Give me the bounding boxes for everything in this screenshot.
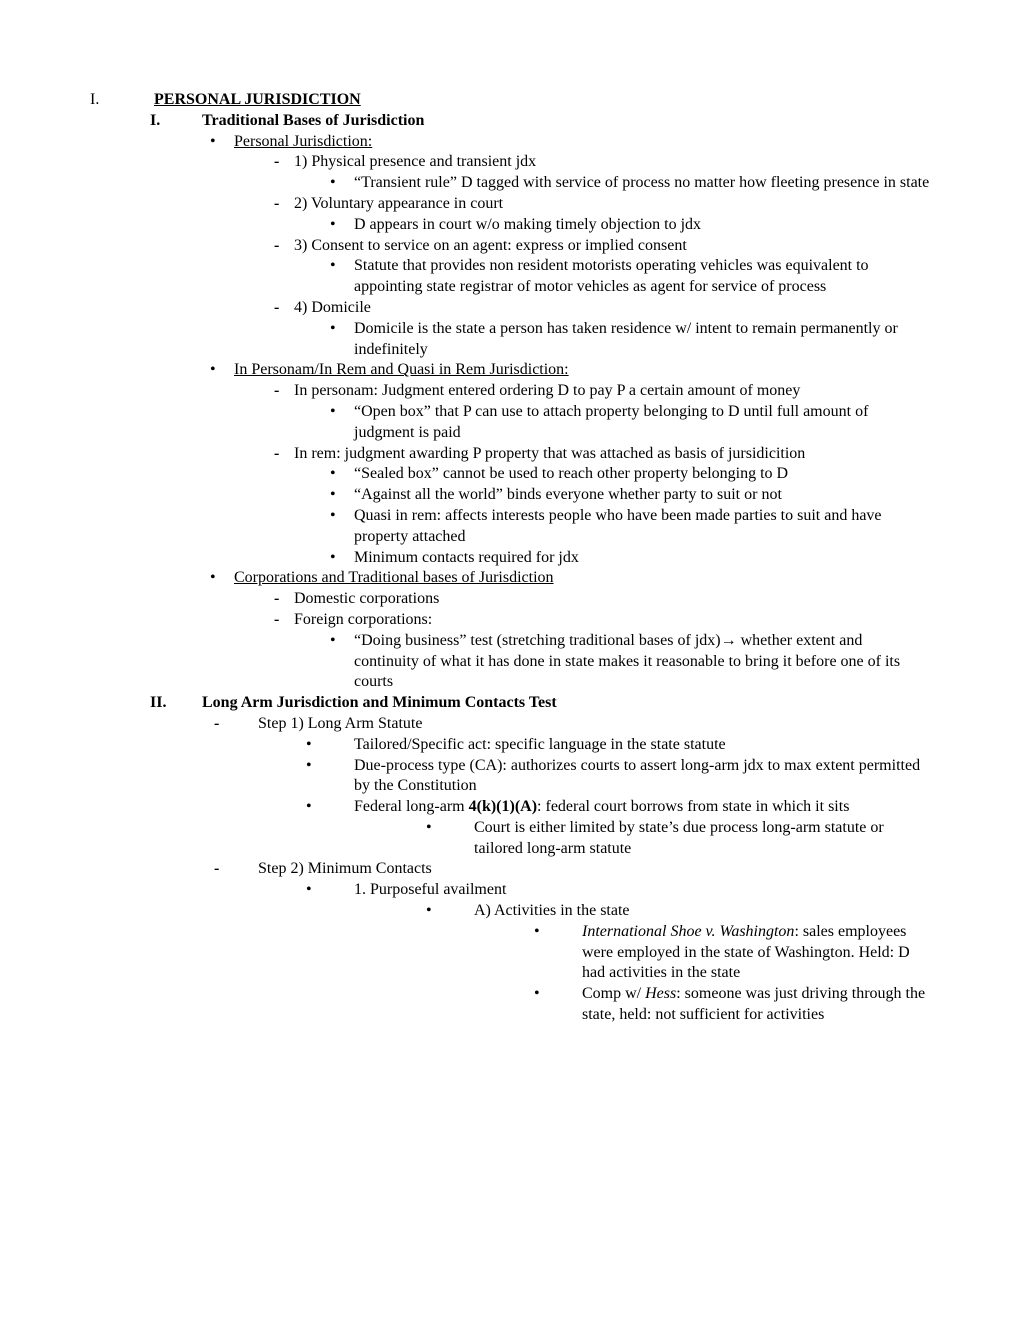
- bullet: Tailored/Specific act: specific language…: [294, 735, 930, 756]
- sub-list: “Transient rule” D tagged with service o…: [318, 173, 930, 194]
- case-2-prefix: Comp w/: [582, 985, 645, 1002]
- dash-item: 4) Domicile Domicile is the state a pers…: [270, 298, 930, 360]
- dash-item: Domestic corporations: [270, 589, 930, 610]
- federal-bold: 4(k)(1)(A): [469, 798, 537, 815]
- sub-item: Statute that provides non resident motor…: [318, 256, 930, 298]
- dash-text: In personam: Judgment entered ordering D…: [294, 382, 800, 399]
- dash-item: Foreign corporations: “Doing business” t…: [270, 610, 930, 693]
- subsection-1-number: I.: [150, 111, 198, 132]
- federal-prefix: Federal long-arm: [354, 798, 469, 815]
- section-title: PERSONAL JURISDICTION: [154, 91, 361, 108]
- activities-text: A) Activities in the state: [474, 902, 630, 919]
- sub-item: “Open box” that P can use to attach prop…: [318, 402, 930, 444]
- subsection-2-number: II.: [150, 693, 198, 714]
- topic-in-personam: In Personam/In Rem and Quasi in Rem Juri…: [198, 360, 930, 568]
- dash-item: 2) Voluntary appearance in court D appea…: [270, 194, 930, 236]
- topic-label: Personal Jurisdiction:: [234, 133, 372, 150]
- step-1-bullets: Tailored/Specific act: specific language…: [294, 735, 930, 860]
- dash-text: In rem: judgment awarding P property tha…: [294, 445, 805, 462]
- dash-item: 3) Consent to service on an agent: expre…: [270, 236, 930, 298]
- subsection-2-header: II. Long Arm Jurisdiction and Minimum Co…: [150, 693, 930, 714]
- dash-item: In personam: Judgment entered ordering D…: [270, 381, 930, 443]
- dash-list: 1) Physical presence and transient jdx “…: [270, 152, 930, 360]
- dash-text: 1) Physical presence and transient jdx: [294, 153, 536, 170]
- dash-text: Foreign corporations:: [294, 611, 432, 628]
- case-1-name: International Shoe v. Washington: [582, 923, 794, 940]
- sub-list: D appears in court w/o making timely obj…: [318, 215, 930, 236]
- topic-corporations: Corporations and Traditional bases of Ju…: [198, 568, 930, 693]
- dash-item: 1) Physical presence and transient jdx “…: [270, 152, 930, 194]
- dash-text: 2) Voluntary appearance in court: [294, 195, 503, 212]
- topic-personal-jurisdiction: Personal Jurisdiction: 1) Physical prese…: [198, 132, 930, 361]
- section-number: I.: [90, 90, 150, 111]
- outline-content: I. PERSONAL JURISDICTION I. Traditional …: [90, 90, 930, 1026]
- purposeful-availment: 1. Purposeful availment A) Activities in…: [294, 880, 930, 1026]
- step-2-bullets: 1. Purposeful availment A) Activities in…: [294, 880, 930, 1026]
- dash-text: 3) Consent to service on an agent: expre…: [294, 237, 687, 254]
- subsection-2: II. Long Arm Jurisdiction and Minimum Co…: [150, 693, 930, 1026]
- sub-item: Quasi in rem: affects interests people w…: [318, 506, 930, 548]
- subsection-1-header: I. Traditional Bases of Jurisdiction: [150, 111, 930, 132]
- case-2: Comp w/ Hess: someone was just driving t…: [522, 984, 930, 1026]
- case-1: International Shoe v. Washington: sales …: [522, 922, 930, 984]
- sub-item: “Transient rule” D tagged with service o…: [318, 173, 930, 194]
- federal-sub: Court is either limited by state’s due p…: [414, 818, 930, 860]
- sub-item: Domicile is the state a person has taken…: [318, 319, 930, 361]
- sub-item: “Doing business” test (stretching tradit…: [318, 631, 930, 693]
- section-header: I. PERSONAL JURISDICTION: [90, 90, 930, 111]
- pa-text: 1. Purposeful availment: [354, 881, 506, 898]
- bullet-federal: Federal long-arm 4(k)(1)(A): federal cou…: [294, 797, 930, 859]
- dash-list: Domestic corporations Foreign corporatio…: [270, 589, 930, 693]
- case-2-name: Hess: [645, 985, 676, 1002]
- pa-sub-list: A) Activities in the state International…: [414, 901, 930, 1026]
- step-2-text: Step 2) Minimum Contacts: [258, 860, 432, 877]
- subsection-1-title: Traditional Bases of Jurisdiction: [202, 112, 424, 129]
- topic-list: Personal Jurisdiction: 1) Physical prese…: [198, 132, 930, 694]
- sub-item: “Against all the world” binds everyone w…: [318, 485, 930, 506]
- step-1: Step 1) Long Arm Statute Tailored/Specif…: [210, 714, 930, 860]
- subsection-2-title: Long Arm Jurisdiction and Minimum Contac…: [202, 694, 557, 711]
- step-2: Step 2) Minimum Contacts 1. Purposeful a…: [210, 859, 930, 1025]
- topic-label: In Personam/In Rem and Quasi in Rem Juri…: [234, 361, 569, 378]
- sub-item: “Sealed box” cannot be used to reach oth…: [318, 464, 930, 485]
- dash-list: In personam: Judgment entered ordering D…: [270, 381, 930, 568]
- federal-sub-list: Court is either limited by state’s due p…: [414, 818, 930, 860]
- case-list: International Shoe v. Washington: sales …: [522, 922, 930, 1026]
- dash-item: In rem: judgment awarding P property tha…: [270, 444, 930, 569]
- sub-item: Minimum contacts required for jdx: [318, 548, 930, 569]
- federal-suffix: : federal court borrows from state in wh…: [537, 798, 849, 815]
- step-list: Step 1) Long Arm Statute Tailored/Specif…: [210, 714, 930, 1026]
- sub-list: Domicile is the state a person has taken…: [318, 319, 930, 361]
- sub-list: “Doing business” test (stretching tradit…: [318, 631, 930, 693]
- bullet: Due-process type (CA): authorizes courts…: [294, 756, 930, 798]
- sub-list: “Sealed box” cannot be used to reach oth…: [318, 464, 930, 568]
- subsection-1: I. Traditional Bases of Jurisdiction Per…: [150, 111, 930, 693]
- step-1-text: Step 1) Long Arm Statute: [258, 715, 422, 732]
- activities: A) Activities in the state International…: [414, 901, 930, 1026]
- dash-text: 4) Domicile: [294, 299, 371, 316]
- topic-label: Corporations and Traditional bases of Ju…: [234, 569, 554, 586]
- sub-list: Statute that provides non resident motor…: [318, 256, 930, 298]
- sub-item: D appears in court w/o making timely obj…: [318, 215, 930, 236]
- sub-list: “Open box” that P can use to attach prop…: [318, 402, 930, 444]
